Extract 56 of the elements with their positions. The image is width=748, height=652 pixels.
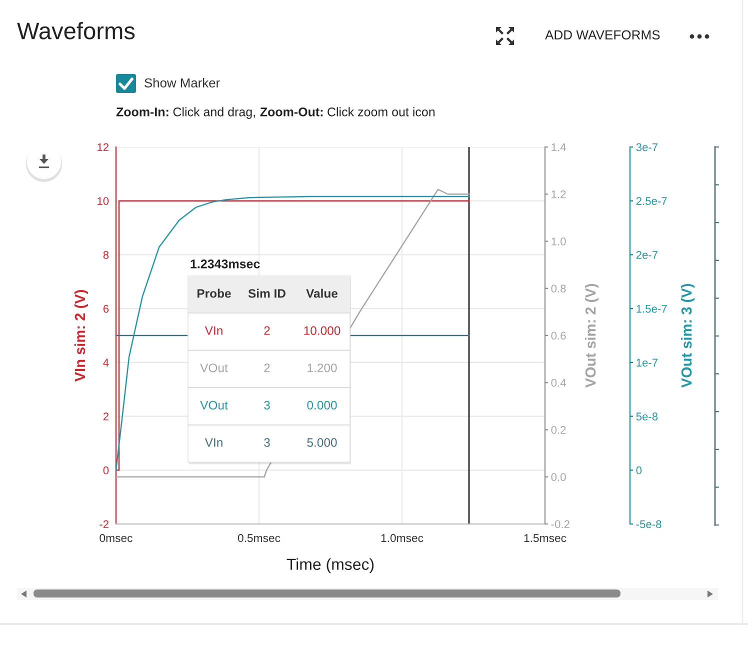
annotation: Sim ID [248, 288, 286, 298]
annotation: Value [306, 288, 338, 298]
y3-axis-title: VOut sim: 3 (V) [681, 284, 695, 388]
y3-tick-label: 1e-7 [636, 358, 658, 367]
annotation: 3 [264, 400, 270, 410]
y3-tick-label: 2e-7 [636, 250, 658, 259]
y3-tick-label: 2.5e-7 [636, 197, 667, 205]
y3-tick-label: 1.5e-7 [636, 304, 667, 313]
y2-tick-label: -0.2 [551, 520, 570, 528]
y2-tick-label: 0.8 [551, 284, 566, 293]
y-tick-label: -2 [100, 520, 108, 528]
y2-tick-label: 1.4 [552, 143, 566, 152]
annotation: 5.000 [307, 438, 337, 447]
x-tick-label: 0msec [100, 534, 132, 542]
x-tick-label: 1.0msec [381, 534, 424, 542]
y3-tick-label: -5e-8 [636, 520, 662, 528]
y-tick-label: 4 [103, 358, 109, 366]
annotation: 10.000 [304, 326, 340, 335]
annotation: 2 [264, 364, 270, 372]
annotation: 1.200 [308, 364, 337, 372]
annotation: VIn [204, 438, 222, 447]
y-tick-label: 2 [103, 412, 108, 420]
y-tick-label: 12 [98, 143, 108, 152]
y-tick-label: 8 [103, 250, 109, 259]
y-tick-label: 0 [103, 466, 109, 474]
y3-tick-label: 3e-7 [636, 143, 658, 152]
ref-line-label: 1.2343msec [190, 260, 260, 268]
annotation: Probe [198, 288, 231, 298]
y-tick-label: 10 [98, 197, 109, 205]
text: Zoom-In: [116, 108, 168, 116]
y2-tick-label: 0.2 [551, 426, 566, 434]
x-axis-title: Time (msec) [286, 558, 374, 574]
y2-axis-title: VOut sim: 2 (V) [585, 284, 599, 388]
text: Show Marker [144, 78, 220, 88]
annotation: 0.000 [307, 400, 337, 410]
text: Click and drag, [173, 107, 255, 119]
annotation: VOut [200, 400, 228, 410]
text: Zoom-Out: [260, 108, 323, 116]
y2-tick-label: 1.2 [552, 190, 566, 198]
chart-title: Waveforms [17, 22, 135, 40]
y2-tick-label: 1.0 [552, 238, 566, 246]
text: Click zoom out icon [328, 107, 435, 116]
y-tick-label: 6 [103, 304, 109, 313]
annotation: VIn [204, 326, 222, 335]
x-tick-label: 0.5msec [238, 534, 280, 542]
x-tick-label: 1.5msec [524, 534, 566, 542]
y2-tick-label: 0.0 [551, 473, 566, 482]
y2-tick-label: 0.4 [551, 378, 566, 387]
text: ADD WAVEFORMS [545, 30, 660, 40]
y2-tick-label: 0.6 [551, 332, 566, 340]
annotation: VOut [200, 364, 228, 372]
y-axis-title: VIn sim: 2 (V) [74, 290, 88, 382]
y3-tick-label: 0 [636, 466, 642, 474]
annotation: 2 [264, 326, 270, 335]
y3-tick-label: 5e-8 [636, 412, 658, 420]
annotation: 3 [264, 438, 270, 447]
